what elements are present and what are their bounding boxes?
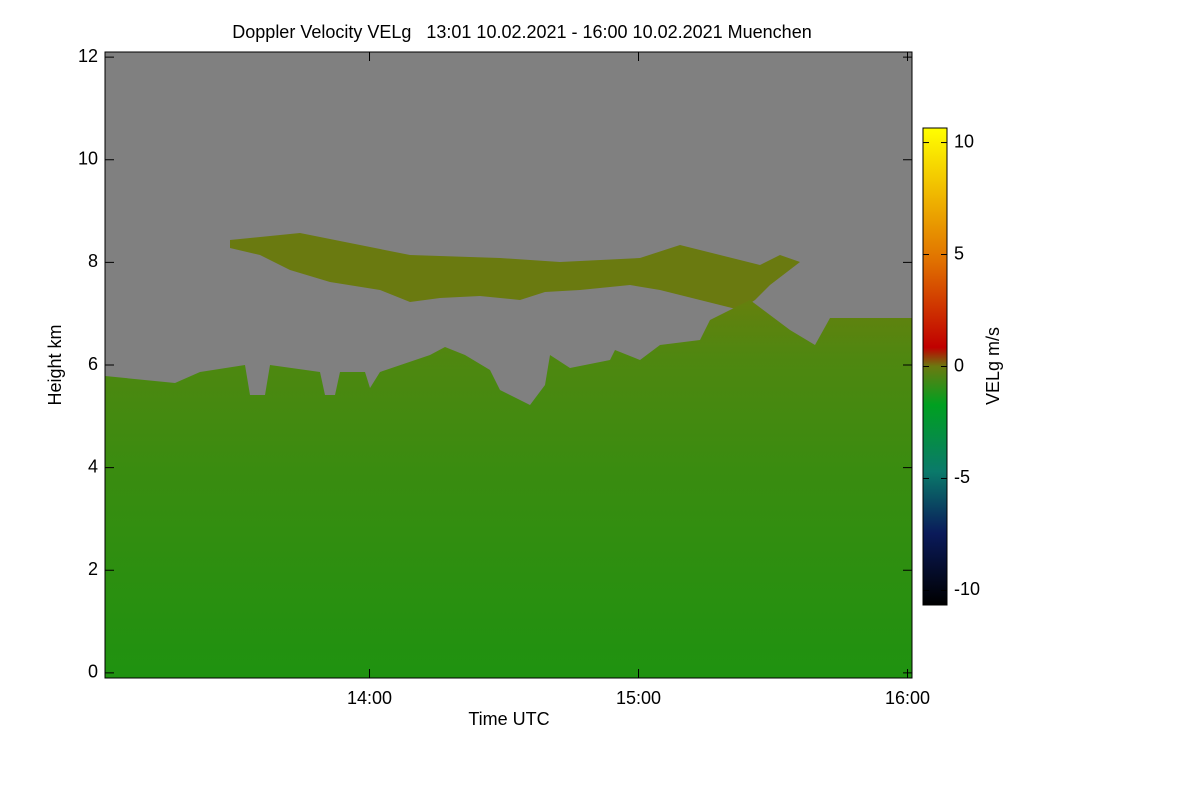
heatmap-field xyxy=(105,52,912,678)
colorbar-tick-label: 5 xyxy=(954,243,964,263)
colorbar-tick-label: -10 xyxy=(954,579,980,599)
y-tick-label: 12 xyxy=(78,46,98,66)
x-axis-label: Time UTC xyxy=(468,709,549,729)
y-tick-label: 8 xyxy=(88,251,98,271)
x-tick-label: 15:00 xyxy=(616,688,661,708)
y-axis-label: Height km xyxy=(45,324,65,405)
colorbar-tick-label: 0 xyxy=(954,355,964,375)
colorbar-tick-label: 10 xyxy=(954,131,974,151)
y-tick-label: 10 xyxy=(78,149,98,169)
colorbar-label: VELg m/s xyxy=(983,327,1003,405)
chart-title: Doppler Velocity VELg 13:01 10.02.2021 -… xyxy=(232,22,811,42)
y-tick-label: 4 xyxy=(88,456,98,476)
x-tick-label: 16:00 xyxy=(885,688,930,708)
x-tick-label: 14:00 xyxy=(347,688,392,708)
y-tick-label: 6 xyxy=(88,354,98,374)
y-tick-label: 2 xyxy=(88,559,98,579)
colorbar-tick-label: -5 xyxy=(954,467,970,487)
y-tick-label: 0 xyxy=(88,662,98,682)
